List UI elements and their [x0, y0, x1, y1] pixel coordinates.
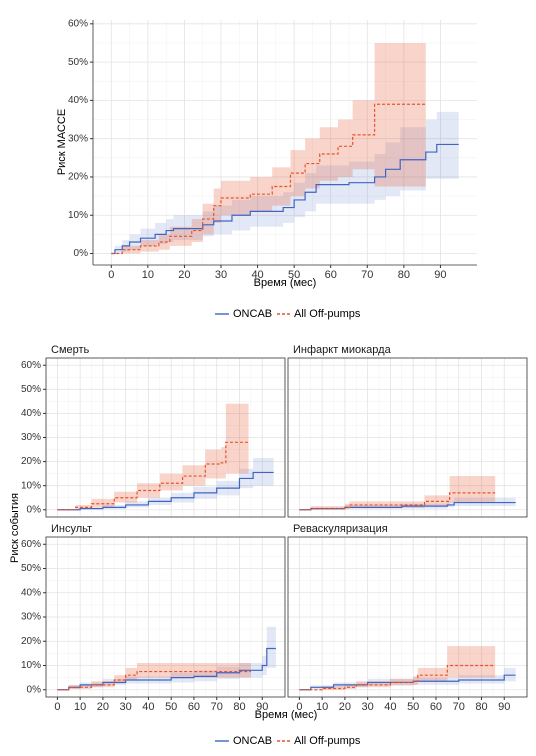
x-tick-label: 10	[74, 701, 86, 713]
x-tick-label: 40	[142, 701, 154, 713]
x-tick-label: 40	[384, 701, 396, 713]
confidence-band	[111, 111, 459, 254]
confidence-band	[299, 667, 516, 690]
x-tick-label: 90	[256, 701, 268, 713]
x-tick-label: 70	[211, 701, 223, 713]
x-tick-label: 50	[165, 701, 177, 713]
x-tick-label: 10	[142, 269, 154, 281]
confidence-band	[299, 497, 516, 510]
x-tick-label: 30	[215, 269, 227, 281]
step-line	[299, 664, 496, 691]
y-tick-label: 10%	[21, 660, 41, 671]
confidence-band	[57, 457, 274, 510]
x-tick-label: 80	[398, 269, 410, 281]
legend-label: All Off-pumps	[294, 735, 361, 747]
facet-title: Реваскуляризация	[293, 523, 388, 535]
legend-label: ONCAB	[233, 735, 272, 747]
y-tick-label: 40%	[21, 408, 41, 419]
x-axis-label: Время (мес)	[255, 709, 318, 721]
confidence-band	[57, 626, 276, 690]
y-axis-label: Риск МАССЕ	[56, 109, 68, 175]
y-tick-label: 20%	[68, 172, 88, 183]
panel-border	[45, 536, 286, 698]
x-tick-label: 20	[178, 269, 190, 281]
y-tick-label: 30%	[21, 432, 41, 443]
facet-title: Инфаркт миокарда	[293, 344, 392, 356]
x-tick-label: 10	[316, 701, 328, 713]
confidence-band	[57, 403, 249, 510]
x-tick-label: 80	[475, 701, 487, 713]
step-line	[299, 492, 496, 511]
x-tick-label: 0	[54, 701, 60, 713]
facet-title: Инсульт	[51, 523, 92, 535]
y-tick-label: 0%	[27, 504, 42, 515]
x-tick-label: 90	[498, 701, 510, 713]
y-tick-label: 50%	[68, 57, 88, 68]
x-tick-label: 30	[120, 701, 132, 713]
x-tick-label: 80	[233, 701, 245, 713]
panel-border	[287, 357, 528, 518]
x-tick-label: 0	[108, 269, 114, 281]
x-tick-label: 60	[430, 701, 442, 713]
x-tick-label: 60	[188, 701, 200, 713]
legend-label: ONCAB	[233, 308, 272, 320]
step-line	[111, 143, 459, 255]
y-axis-label: Риск события	[9, 493, 21, 563]
legend-label: All Off-pumps	[294, 308, 361, 320]
step-line	[57, 647, 276, 691]
y-tick-label: 60%	[68, 18, 88, 29]
y-tick-label: 30%	[68, 133, 88, 144]
y-tick-label: 10%	[68, 210, 88, 221]
confidence-band	[57, 663, 251, 690]
x-tick-label: 20	[339, 701, 351, 713]
x-tick-label: 40	[251, 269, 263, 281]
y-tick-label: 0%	[27, 684, 42, 695]
y-tick-label: 50%	[21, 563, 41, 574]
x-tick-label: 50	[407, 701, 419, 713]
y-tick-label: 30%	[21, 612, 41, 623]
panel-border	[45, 357, 286, 518]
step-line	[57, 471, 274, 511]
x-tick-label: 30	[362, 701, 374, 713]
y-tick-label: 60%	[21, 539, 41, 550]
panel-border	[287, 536, 528, 698]
x-tick-label: 90	[434, 269, 446, 281]
x-tick-label: 50	[288, 269, 300, 281]
step-line	[111, 103, 426, 255]
y-tick-label: 0%	[74, 248, 89, 259]
confidence-band	[299, 646, 496, 690]
x-tick-label: 60	[325, 269, 337, 281]
step-line	[57, 441, 249, 511]
step-line	[299, 674, 516, 691]
x-tick-label: 70	[361, 269, 373, 281]
x-tick-label: 0	[296, 701, 302, 713]
y-tick-label: 40%	[68, 95, 88, 106]
x-axis-label: Время (мес)	[254, 277, 317, 289]
y-tick-label: 50%	[21, 384, 41, 395]
x-tick-label: 20	[97, 701, 109, 713]
y-tick-label: 20%	[21, 456, 41, 467]
y-tick-label: 60%	[21, 360, 41, 371]
y-tick-label: 40%	[21, 587, 41, 598]
facet-title: Смерть	[51, 344, 90, 356]
x-tick-label: 70	[453, 701, 465, 713]
y-tick-label: 10%	[21, 480, 41, 491]
y-tick-label: 20%	[21, 636, 41, 647]
